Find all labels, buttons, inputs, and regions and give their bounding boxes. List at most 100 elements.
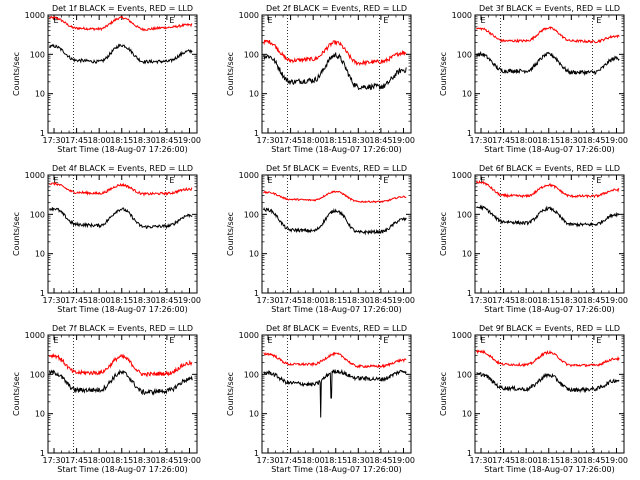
chart-9-x-tick-label: 18:00 <box>515 456 538 465</box>
chart-3-y-tick-label: 100 <box>457 50 472 59</box>
chart-9-marker-e: E <box>596 336 601 345</box>
chart-5-y-tick-label: 1 <box>254 289 259 298</box>
chart-4-panel: Det 4f BLACK = Events, RED = LLD 1 10 100 10… <box>12 164 201 314</box>
chart-2-x-tick-label: 18:30 <box>347 136 370 145</box>
chart-3-y-axis-label: Counts/sec <box>439 52 448 96</box>
chart-9-title: Det 9f BLACK = Events, RED = LLD <box>479 324 620 333</box>
chart-7-x-tick-label: 18:30 <box>133 456 156 465</box>
chart-7-series-events-line <box>49 369 193 396</box>
chart-7-x-tick-label: 17:30 <box>42 456 65 465</box>
chart-4-title: Det 4f BLACK = Events, RED = LLD <box>52 164 193 173</box>
chart-5-marker-e: E <box>383 176 388 185</box>
chart-4-x-axis-label: Start Time (18-Aug-07 17:26:00) <box>57 305 188 314</box>
chart-3-x-tick-label: 17:30 <box>469 136 492 145</box>
chart-6-x-tick-label: 19:00 <box>605 296 628 305</box>
chart-8-x-tick-label: 18:45 <box>369 456 392 465</box>
chart-9-plot-frame <box>474 334 625 454</box>
chart-7-y-tick-label: 10 <box>35 410 45 419</box>
chart-2-series-events-line <box>263 51 407 91</box>
chart-8-y-tick-label: 10 <box>249 410 259 419</box>
chart-7-x-axis-label: Start Time (18-Aug-07 17:26:00) <box>57 465 188 474</box>
chart-5-x-tick-label: 18:30 <box>347 296 370 305</box>
chart-1-y-tick-label: 10 <box>35 90 45 99</box>
chart-6-series-events-line <box>476 204 620 228</box>
chart-3-y-tick-label: 1 <box>467 129 472 138</box>
chart-4-plot-frame <box>47 174 198 294</box>
chart-6-x-tick-label: 17:30 <box>469 296 492 305</box>
chart-9-series-lld-line <box>476 349 620 368</box>
chart-3-x-tick-label: 18:15 <box>537 136 560 145</box>
chart-4-y-tick-label: 1 <box>40 289 45 298</box>
chart-8-series-events-line <box>263 368 407 418</box>
chart-5-x-tick-label: 17:45 <box>279 296 302 305</box>
chart-6-y-tick-label: 10 <box>462 250 472 259</box>
chart-8-title: Det 8f BLACK = Events, RED = LLD <box>266 324 407 333</box>
chart-1-y-tick-label: 1000 <box>25 11 45 20</box>
chart-4-series-lld-line <box>49 181 193 197</box>
chart-8-panel: Det 8f BLACK = Events, RED = LLD 1 10 100 10… <box>226 324 415 474</box>
chart-3-x-axis-label: Start Time (18-Aug-07 17:26:00) <box>484 145 615 154</box>
chart-6-y-tick-label: 1 <box>467 289 472 298</box>
chart-6-plot-frame <box>474 174 625 294</box>
chart-1-plot-frame <box>47 14 198 134</box>
chart-5-series-events-line <box>263 206 407 236</box>
chart-1-x-tick-label: 19:00 <box>178 136 201 145</box>
chart-9-x-tick-label: 17:30 <box>469 456 492 465</box>
chart-4-y-tick-label: 10 <box>35 250 45 259</box>
chart-2-title: Det 2f BLACK = Events, RED = LLD <box>266 4 407 13</box>
chart-2-x-tick-label: 18:15 <box>324 136 347 145</box>
chart-8-y-axis-label: Counts/sec <box>226 372 235 416</box>
chart-2-y-tick-label: 1 <box>254 129 259 138</box>
chart-7-x-tick-label: 18:00 <box>88 456 111 465</box>
chart-1-y-tick-label: 1 <box>40 129 45 138</box>
chart-2-panel: Det 2f BLACK = Events, RED = LLD 1 10 100 10… <box>226 4 415 154</box>
chart-7-y-tick-label: 1 <box>40 449 45 458</box>
chart-8-x-axis-label: Start Time (18-Aug-07 17:26:00) <box>271 465 402 474</box>
chart-3-plot-frame <box>474 14 625 134</box>
chart-5-y-tick-label: 1000 <box>239 171 259 180</box>
chart-4-x-tick-label: 18:15 <box>110 296 133 305</box>
chart-4-x-tick-label: 17:45 <box>65 296 88 305</box>
chart-6-marker-e: E <box>596 176 601 185</box>
chart-7-y-axis-label: Counts/sec <box>12 372 21 416</box>
chart-6-x-tick-label: 18:15 <box>537 296 560 305</box>
chart-1-marker-e: E <box>169 16 174 25</box>
chart-9-marker-e: E <box>481 336 486 345</box>
chart-1-y-axis-label: Counts/sec <box>12 52 21 96</box>
chart-3-marker-e: E <box>596 16 601 25</box>
chart-6-x-tick-label: 18:30 <box>560 296 583 305</box>
chart-2-y-tick-label: 1000 <box>239 11 259 20</box>
chart-4-x-tick-label: 18:45 <box>155 296 178 305</box>
chart-1-x-axis-label: Start Time (18-Aug-07 17:26:00) <box>57 145 188 154</box>
chart-6-title: Det 6f BLACK = Events, RED = LLD <box>479 164 620 173</box>
chart-4-y-tick-label: 100 <box>30 210 45 219</box>
chart-9-x-tick-label: 17:45 <box>492 456 515 465</box>
chart-9-y-tick-label: 1000 <box>452 331 472 340</box>
chart-9-x-tick-label: 19:00 <box>605 456 628 465</box>
chart-5-x-tick-label: 18:00 <box>302 296 325 305</box>
chart-6-x-tick-label: 17:45 <box>492 296 515 305</box>
chart-7-series-lld-line <box>49 352 193 378</box>
chart-1-x-tick-label: 18:15 <box>110 136 133 145</box>
chart-2-x-tick-label: 17:30 <box>256 136 279 145</box>
chart-5-x-axis-label: Start Time (18-Aug-07 17:26:00) <box>271 305 402 314</box>
chart-7-x-tick-label: 18:15 <box>110 456 133 465</box>
chart-3-panel: Det 3f BLACK = Events, RED = LLD 1 10 100 10… <box>439 4 628 154</box>
chart-2-x-tick-label: 18:45 <box>369 136 392 145</box>
chart-1-x-tick-label: 17:30 <box>42 136 65 145</box>
chart-7-y-tick-label: 1000 <box>25 331 45 340</box>
chart-5-marker-e: E <box>268 176 273 185</box>
chart-8-y-tick-label: 100 <box>244 370 259 379</box>
chart-9-y-tick-label: 1 <box>467 449 472 458</box>
chart-3-x-tick-label: 18:45 <box>582 136 605 145</box>
chart-4-y-tick-label: 1000 <box>25 171 45 180</box>
chart-6-panel: Det 6f BLACK = Events, RED = LLD 1 10 100 10… <box>439 164 628 314</box>
chart-3-marker-e: E <box>481 16 486 25</box>
chart-8-x-tick-label: 17:45 <box>279 456 302 465</box>
chart-2-x-tick-label: 19:00 <box>392 136 415 145</box>
chart-5-x-tick-label: 18:45 <box>369 296 392 305</box>
chart-5-plot-frame <box>261 174 412 294</box>
chart-2-x-tick-label: 17:45 <box>279 136 302 145</box>
chart-2-y-tick-label: 100 <box>244 50 259 59</box>
chart-6-series-lld-line <box>476 179 620 199</box>
